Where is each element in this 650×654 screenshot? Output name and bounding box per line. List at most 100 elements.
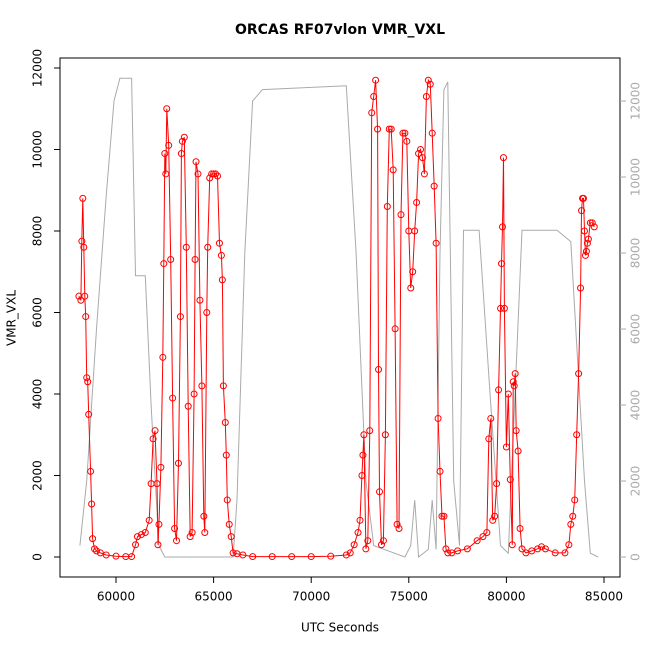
point — [177, 150, 185, 158]
point — [506, 476, 514, 484]
point — [157, 463, 165, 471]
point — [415, 150, 423, 158]
point — [514, 447, 522, 455]
point — [432, 239, 440, 247]
point — [586, 219, 594, 227]
point — [512, 427, 520, 435]
point — [434, 414, 442, 422]
point — [579, 194, 587, 202]
x-tick-label: 80000 — [487, 590, 525, 604]
point — [223, 496, 231, 504]
y-tick-label: 10000 — [31, 130, 45, 168]
point — [141, 529, 149, 537]
point — [454, 547, 462, 555]
point — [473, 537, 481, 545]
point — [84, 378, 92, 386]
point — [409, 268, 417, 276]
y-tick-label: 2000 — [31, 460, 45, 491]
y2-tick-label: 10000 — [629, 158, 643, 196]
point — [575, 370, 583, 378]
point — [395, 524, 403, 532]
point — [381, 431, 389, 439]
point — [154, 541, 162, 549]
point — [463, 545, 471, 553]
point — [504, 390, 512, 398]
y2-tick-label: 6000 — [629, 314, 643, 345]
point — [88, 500, 96, 508]
point — [200, 512, 208, 520]
y-tick-label: 6000 — [31, 297, 45, 328]
point — [561, 549, 569, 557]
x-tick-label: 65000 — [195, 590, 233, 604]
point — [479, 533, 487, 541]
point — [214, 172, 222, 180]
point — [80, 243, 88, 251]
point — [102, 551, 110, 559]
y2-tick-label: 0 — [629, 553, 643, 561]
chart-title: ORCAS RF07vlon VMR_VXL — [235, 22, 445, 38]
point — [171, 524, 179, 532]
point — [203, 308, 211, 316]
point — [577, 284, 585, 292]
point — [411, 227, 419, 235]
point — [91, 545, 99, 553]
point — [502, 443, 510, 451]
point — [81, 292, 89, 300]
point — [364, 537, 372, 545]
y-tick-label: 12000 — [31, 49, 45, 87]
point — [573, 431, 581, 439]
point — [192, 158, 200, 166]
point — [383, 203, 391, 211]
point — [153, 480, 161, 488]
point — [87, 467, 95, 475]
point — [227, 533, 235, 541]
point — [541, 545, 549, 553]
point — [201, 529, 209, 537]
point — [155, 520, 163, 528]
point — [516, 524, 524, 532]
point — [288, 553, 296, 561]
point — [422, 93, 430, 101]
point — [588, 219, 596, 227]
point — [180, 133, 188, 141]
point — [182, 243, 190, 251]
point — [403, 137, 411, 145]
point — [377, 541, 385, 549]
point — [112, 552, 120, 560]
point — [327, 552, 335, 560]
point — [165, 141, 173, 149]
point — [186, 533, 194, 541]
point — [346, 549, 354, 557]
point — [510, 382, 518, 390]
series-line — [78, 78, 595, 558]
point — [208, 170, 216, 178]
x-tick-label: 75000 — [390, 590, 428, 604]
point — [584, 235, 592, 243]
point — [204, 243, 212, 251]
y2-tick-label: 12000 — [629, 82, 643, 120]
point — [430, 182, 438, 190]
point — [551, 549, 559, 557]
point — [397, 211, 405, 219]
point — [401, 129, 409, 137]
point — [387, 125, 395, 133]
point — [190, 390, 198, 398]
point — [96, 549, 104, 557]
point — [444, 549, 452, 557]
point — [162, 170, 170, 178]
x-tick-label: 60000 — [97, 590, 135, 604]
point — [188, 529, 196, 537]
point — [424, 76, 432, 84]
point — [420, 170, 428, 178]
point — [151, 427, 159, 435]
point — [366, 427, 374, 435]
point — [498, 223, 506, 231]
point — [509, 378, 517, 386]
point — [159, 353, 167, 361]
point — [194, 170, 202, 178]
point — [534, 545, 542, 553]
point — [428, 129, 436, 137]
point — [176, 313, 184, 321]
point — [571, 496, 579, 504]
point — [249, 553, 257, 561]
